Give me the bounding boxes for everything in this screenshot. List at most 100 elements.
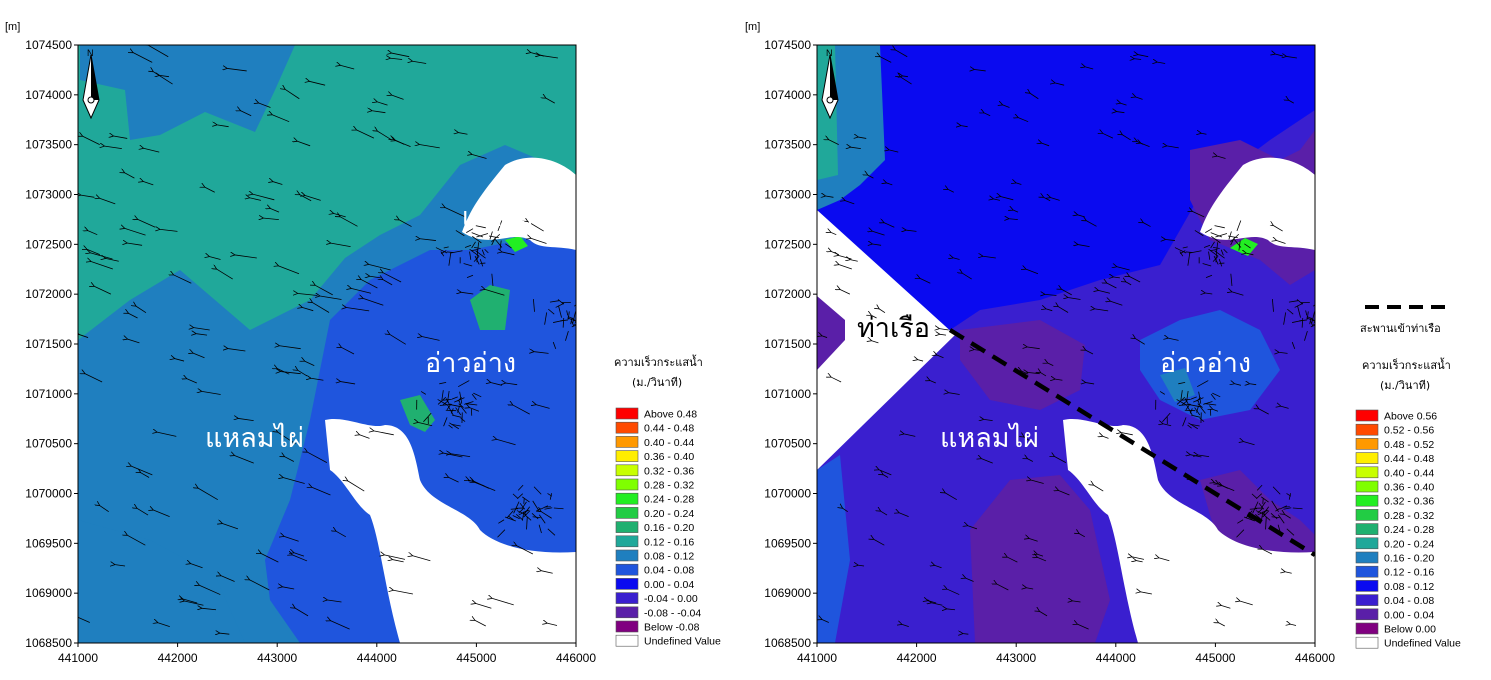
current-vector (1286, 528, 1295, 536)
current-vector (419, 239, 436, 241)
current-vector (577, 308, 580, 317)
current-vector (552, 341, 557, 349)
current-vector (216, 269, 233, 280)
current-vector (399, 220, 412, 227)
current-vector (1189, 408, 1193, 414)
current-vector (449, 422, 459, 430)
current-vector (84, 373, 103, 383)
current-vector (1230, 233, 1240, 243)
right-y-axis-ticks: 1074500 1074000 1073500 1073000 1072500 10720… (764, 38, 817, 650)
y-tick-label: 1071000 (764, 387, 811, 401)
current-vector (1116, 111, 1125, 112)
current-vector (545, 98, 555, 104)
current-vector (491, 598, 514, 606)
current-vector (1192, 211, 1205, 218)
legend-swatch (1355, 565, 1379, 578)
current-vector (1263, 506, 1270, 514)
current-vector (491, 273, 494, 286)
current-vector (946, 589, 960, 595)
current-vector (373, 431, 394, 436)
current-vector (1027, 458, 1034, 462)
current-vector (418, 422, 433, 427)
current-vector (1313, 304, 1315, 307)
y-tick-label: 1073000 (25, 188, 72, 202)
left-legend-items: Above 0.48 0.44 - 0.48 0.40 - 0.44 0.36 - 0… (615, 407, 721, 648)
current-vector (1190, 424, 1200, 427)
current-vector (1284, 514, 1291, 519)
current-vector (1284, 572, 1292, 574)
current-vector (382, 279, 393, 286)
current-vector (159, 75, 170, 76)
current-vector (983, 113, 991, 117)
current-vector (389, 334, 406, 345)
current-vector (844, 200, 855, 205)
current-vector (471, 154, 487, 159)
current-vector (532, 500, 540, 513)
left-bay-label: อ่าวอ่าง (425, 348, 516, 379)
current-vector (562, 317, 565, 328)
current-vector (1203, 244, 1211, 248)
current-vector (1243, 441, 1255, 446)
current-vector (1037, 554, 1044, 557)
current-vector (1292, 507, 1303, 510)
current-vector (1205, 274, 1213, 278)
current-vector (580, 317, 591, 318)
current-vector (1041, 143, 1050, 147)
y-tick-label: 1071500 (25, 337, 72, 351)
legend-swatch (615, 620, 639, 633)
right-x-axis-ticks: 441000 442000 443000 444000 445000 446000 (797, 643, 1335, 665)
current-vector (1178, 382, 1186, 385)
y-tick-label: 1072000 (25, 287, 72, 301)
current-vector (557, 299, 564, 305)
current-vector (936, 355, 944, 359)
current-vector (917, 359, 924, 362)
current-vector (872, 231, 885, 236)
current-vector (821, 336, 828, 338)
current-vector (510, 508, 519, 510)
legend-label: 0.08 - 0.12 (1384, 581, 1434, 593)
current-vector (1201, 133, 1207, 134)
current-vector (1327, 331, 1333, 339)
legend-label: 0.28 - 0.32 (644, 480, 694, 492)
current-vector (419, 144, 440, 149)
legend-label: 0.40 - 0.44 (644, 437, 694, 449)
legend-label: -0.04 - 0.00 (644, 593, 698, 605)
current-vector (114, 564, 126, 566)
current-vector (1334, 323, 1338, 333)
current-vector (457, 380, 470, 388)
current-vector (356, 130, 375, 139)
current-vector (421, 336, 440, 341)
current-vector (1301, 317, 1304, 328)
current-vector (1140, 592, 1152, 595)
current-vector (113, 136, 128, 139)
current-vector (1272, 298, 1274, 312)
current-vector (1202, 263, 1212, 267)
current-vector (78, 617, 90, 623)
current-vector (527, 221, 544, 232)
current-vector (447, 390, 450, 403)
legend-swatch (1355, 608, 1379, 621)
current-vector (1260, 511, 1264, 521)
current-vector (346, 307, 370, 312)
current-vector (496, 439, 516, 446)
current-vector (340, 381, 356, 385)
current-vector (565, 331, 569, 341)
current-vector (1045, 309, 1053, 312)
current-vector (895, 50, 908, 58)
current-vector (1061, 289, 1072, 296)
current-vector (1197, 403, 1203, 408)
current-vector (471, 241, 476, 249)
legend-label: 0.20 - 0.24 (644, 508, 694, 520)
current-vector (996, 584, 1009, 591)
current-vector (302, 307, 314, 312)
current-vector (330, 620, 350, 630)
current-vector (512, 493, 519, 499)
current-vector (1162, 424, 1172, 427)
current-vector (442, 400, 449, 406)
current-vector (1258, 502, 1265, 510)
current-vector (82, 136, 100, 145)
current-vector (474, 224, 486, 229)
current-vector (512, 405, 530, 415)
y-tick-label: 1074500 (25, 38, 72, 52)
x-tick-label: 441000 (797, 651, 837, 665)
